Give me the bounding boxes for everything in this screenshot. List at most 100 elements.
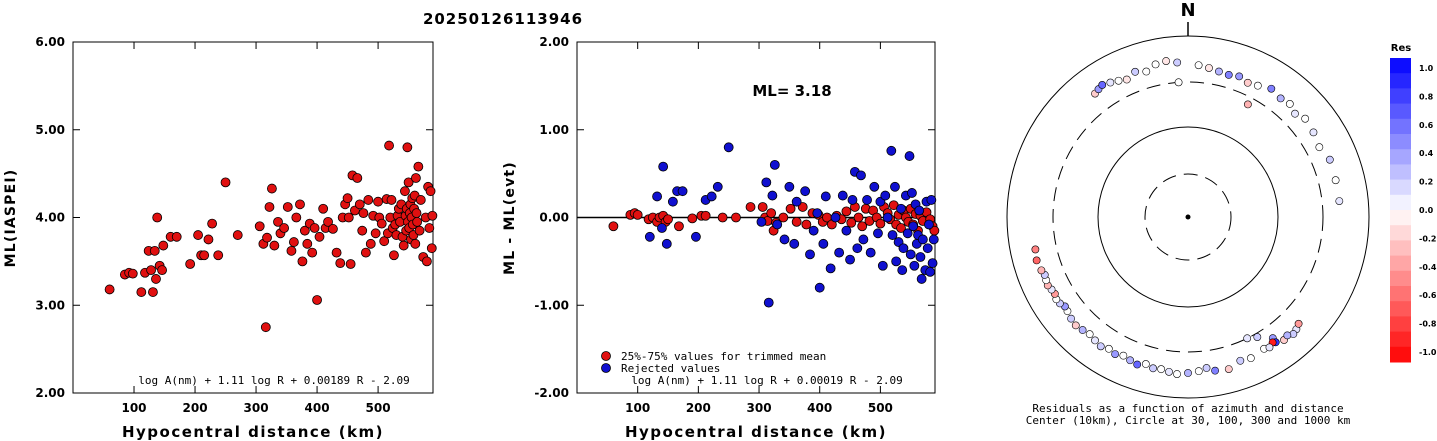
- x-axis-label: Hypocentral distance (km): [122, 423, 384, 441]
- station-point: [1151, 60, 1160, 69]
- colorbar-cell: [1390, 255, 1411, 272]
- data-point: [846, 217, 857, 228]
- data-point: [869, 181, 880, 192]
- data-point: [677, 186, 688, 197]
- station-point: [1253, 81, 1262, 90]
- data-point: [314, 231, 325, 242]
- data-point: [825, 263, 836, 274]
- data-point: [279, 223, 290, 233]
- colorbar-cell: [1390, 164, 1411, 181]
- data-point: [757, 202, 768, 212]
- station-point: [1131, 67, 1140, 76]
- data-point: [875, 218, 886, 229]
- station-point: [1157, 365, 1166, 374]
- data-point: [887, 230, 898, 240]
- y-tick-label: -1.00: [534, 298, 569, 312]
- station-point: [1078, 326, 1087, 334]
- data-point: [845, 254, 855, 265]
- data-point: [331, 247, 342, 258]
- colorbar-ticks: 1.0 0.8 0.6 0.4 0.2 0.0 -0.2 -0.4 -0.6 -0.8 -1.0: [1419, 64, 1437, 357]
- event-title: 20250126113946: [423, 10, 583, 28]
- data-point: [896, 203, 906, 214]
- station-point: [1067, 314, 1075, 323]
- data-point: [644, 231, 655, 242]
- data-point: [661, 238, 672, 249]
- y-tick-label: 1.00: [539, 123, 569, 137]
- data-point: [657, 223, 667, 233]
- colorbar: Res 1.0 0.8 0.6 0.4 0.2 0.0 -0.2 -0.4 -0.6 -0.8 -1…: [1390, 43, 1437, 363]
- ml-annotation: ML= 3.18: [752, 82, 831, 100]
- station-point: [1098, 81, 1107, 89]
- x-tick-label: 300: [244, 401, 269, 415]
- colorbar-cell: [1390, 88, 1411, 105]
- x-tick-label: 100: [625, 401, 650, 415]
- data-point: [213, 250, 224, 261]
- data-point: [856, 170, 866, 181]
- data-point: [902, 228, 913, 239]
- station-point: [1291, 109, 1299, 118]
- data-point: [712, 181, 723, 192]
- data-point: [273, 216, 283, 227]
- data-point: [295, 199, 305, 210]
- data-point: [232, 230, 243, 240]
- station-point: [1174, 78, 1183, 87]
- colorbar-cell: [1390, 225, 1411, 241]
- data-point: [767, 190, 778, 201]
- data-point: [358, 208, 369, 219]
- colorbar-cell: [1390, 331, 1411, 348]
- colorbar-cell: [1390, 240, 1411, 257]
- data-point: [254, 221, 265, 232]
- colorbar-tick-label: 1.0: [1419, 64, 1434, 73]
- station-point: [1325, 155, 1334, 164]
- data-point: [185, 259, 196, 269]
- colorbar-tick-label: -0.6: [1419, 291, 1437, 300]
- data-point: [302, 238, 313, 249]
- panel-residual-vs-distance: 100 200 300 400 500 -2.00 -1.00 0.00 1.00 2.00 ML…: [502, 35, 940, 441]
- data-point: [853, 212, 864, 223]
- data-point: [915, 252, 926, 262]
- x-tick-label: 500: [868, 401, 893, 415]
- data-point: [791, 216, 802, 227]
- data-point: [269, 240, 280, 251]
- formula-label: log A(nm) + 1.11 log R + 0.00019 R - 2.0…: [631, 374, 903, 387]
- colorbar-title: Res: [1391, 43, 1411, 54]
- axis-ticks: 100 200 300 400 500 2.00 3.00 4.00 5.00 6.00: [35, 35, 433, 415]
- colorbar-tick-label: 0.6: [1419, 121, 1434, 130]
- data-point: [343, 212, 354, 223]
- station-point: [1285, 100, 1294, 108]
- data-point: [814, 282, 825, 293]
- data-point: [841, 225, 852, 236]
- data-point: [411, 173, 421, 183]
- x-tick-label: 200: [686, 401, 711, 415]
- data-point: [674, 221, 684, 232]
- data-point: [905, 249, 916, 260]
- data-point: [632, 209, 643, 220]
- data-point: [862, 195, 872, 205]
- station-points: [1031, 57, 1344, 378]
- data-point: [149, 245, 160, 256]
- data-point: [363, 195, 374, 205]
- x-axis-label: Hypocentral distance (km): [625, 423, 887, 441]
- colorbar-tick-label: 0.4: [1419, 149, 1434, 158]
- data-point: [904, 151, 915, 161]
- x-tick-label: 400: [305, 401, 330, 415]
- data-point: [282, 202, 293, 212]
- data-point: [791, 196, 802, 207]
- data-point: [917, 234, 928, 245]
- colorbar-cell: [1390, 301, 1411, 317]
- data-point: [691, 231, 701, 242]
- data-point: [152, 212, 163, 223]
- data-point: [425, 186, 436, 197]
- x-tick-label: 200: [183, 401, 208, 415]
- data-point: [706, 191, 717, 202]
- data-point: [410, 238, 421, 249]
- data-point: [291, 212, 302, 223]
- data-point: [360, 247, 371, 258]
- data-point: [858, 234, 869, 245]
- station-point: [1202, 364, 1211, 372]
- station-point: [1283, 331, 1292, 340]
- data-point: [784, 181, 795, 192]
- data-point: [873, 228, 883, 239]
- data-point: [745, 202, 756, 212]
- station-point: [1071, 321, 1080, 330]
